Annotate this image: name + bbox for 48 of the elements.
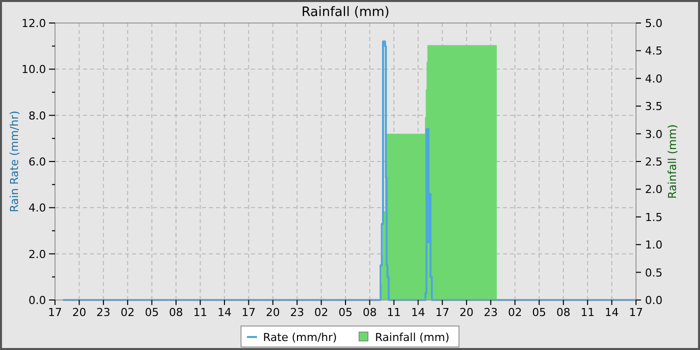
x-tick-label: 23 — [484, 306, 498, 319]
y-tick-label: 0.0 — [28, 294, 46, 307]
x-tick-label: 23 — [96, 306, 110, 319]
x-tick-label: 23 — [290, 306, 304, 319]
y2-tick-label: 0.5 — [645, 266, 662, 280]
y2-tick-label: 0.0 — [645, 294, 662, 307]
y2-tick-label: 2.0 — [645, 183, 662, 196]
y2-tick-label: 4.0 — [645, 72, 662, 86]
y2-tick-label: 2.5 — [645, 156, 662, 168]
y-tick-label: 8.0 — [28, 109, 46, 122]
x-tick-label: 11 — [193, 306, 208, 319]
x-tick-label: 17 — [48, 306, 62, 319]
x-tick-label: 17 — [242, 306, 256, 319]
y-axis-title: Rain Rate (mm/hr) — [8, 110, 21, 212]
y-tick-label: 2.0 — [28, 248, 46, 261]
y2-tick-label: 3.5 — [645, 100, 662, 114]
y2-tick-label: 5.0 — [645, 17, 662, 30]
x-tick-label: 17 — [435, 306, 450, 319]
x-tick-label: 02 — [120, 306, 135, 319]
x-tick-label: 14 — [217, 306, 232, 319]
y2-axis-title: Rainfall (mm) — [666, 124, 679, 199]
x-tick-label: 11 — [386, 306, 401, 319]
x-tick-label: 08 — [362, 306, 377, 319]
legend-label: Rainfall (mm) — [375, 331, 450, 344]
x-tick-label: 20 — [266, 306, 280, 319]
x-tick-label: 14 — [604, 306, 619, 319]
y2-tick-label: 1.0 — [645, 238, 662, 252]
x-tick-label: 20 — [460, 306, 474, 319]
y2-tick-label: 1.5 — [645, 210, 662, 224]
y-tick-label: 4.0 — [28, 202, 46, 215]
chart-title: Rainfall (mm) — [302, 5, 390, 20]
x-tick-label: 11 — [580, 306, 595, 319]
y2-tick-label: 3.0 — [645, 128, 662, 141]
x-tick-label: 02 — [314, 306, 328, 319]
y-tick-label: 10.0 — [22, 63, 46, 76]
x-tick-label: 05 — [144, 306, 159, 319]
x-tick-label: 08 — [556, 306, 570, 319]
y-tick-label: 12.0 — [22, 17, 46, 30]
x-tick-label: 05 — [532, 306, 546, 319]
x-tick-label: 14 — [411, 306, 426, 319]
legend-label: Rate (mm/hr) — [263, 331, 337, 344]
y2-tick-label: 4.5 — [645, 44, 662, 58]
x-tick-label: 02 — [508, 306, 522, 319]
x-tick-label: 08 — [169, 306, 184, 319]
x-tick-label: 20 — [72, 306, 86, 319]
x-tick-label: 05 — [338, 306, 352, 319]
y-tick-label: 6.0 — [28, 156, 46, 168]
x-tick-label: 17 — [629, 306, 643, 319]
